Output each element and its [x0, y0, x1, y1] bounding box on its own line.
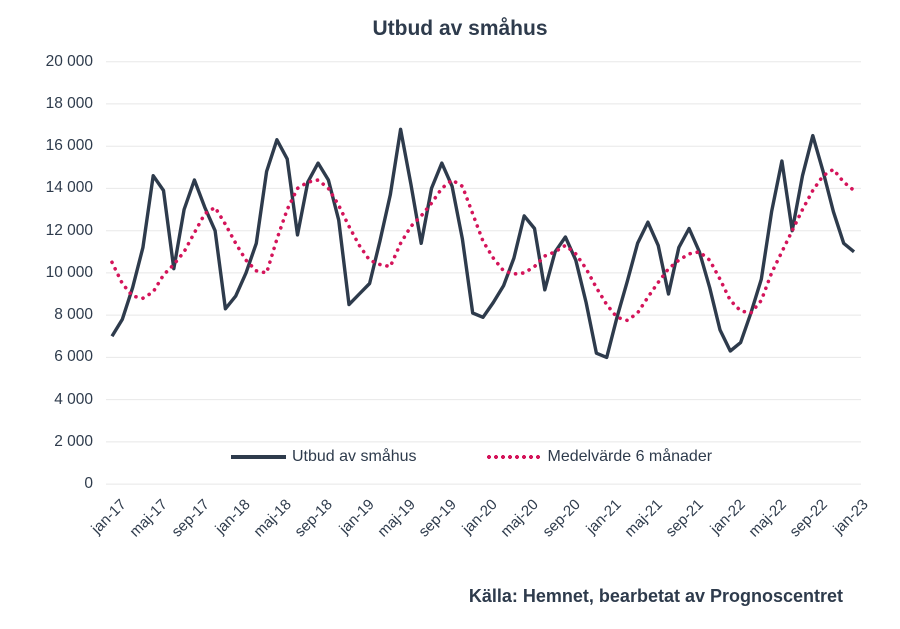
y-axis-label: 6 000: [54, 348, 93, 366]
series-line-medelvarde: [110, 167, 856, 323]
y-axis-label: 18 000: [45, 94, 93, 112]
dotted-line-swatch-icon: [485, 454, 542, 460]
y-axis-label: 10 000: [45, 263, 93, 281]
y-axis-label: 2 000: [54, 432, 93, 450]
y-axis-label: 0: [84, 475, 93, 493]
y-axis-label: 12 000: [45, 221, 93, 239]
series-line-utbud: [110, 127, 856, 360]
legend-label-utbud: Utbud av småhus: [292, 448, 417, 465]
y-axis-label: 16 000: [45, 137, 93, 155]
legend-item-medelvarde: Medelvärde 6 månader: [485, 448, 713, 466]
source-note: Källa: Hemnet, bearbetat av Prognoscentr…: [468, 586, 843, 606]
y-axis-label: 8 000: [54, 306, 93, 324]
y-axis-label: 20 000: [45, 52, 93, 70]
legend-item-utbud: Utbud av småhus: [231, 448, 417, 466]
y-axis-label: 4 000: [54, 390, 93, 408]
y-axis-label: 14 000: [45, 179, 93, 197]
solid-line-swatch-icon: [231, 455, 286, 459]
legend-label-medelvarde: Medelvärde 6 månader: [547, 448, 713, 465]
chart-title: Utbud av småhus: [372, 17, 548, 40]
legend: Utbud av småhus Medelvärde 6 månader: [231, 448, 712, 466]
